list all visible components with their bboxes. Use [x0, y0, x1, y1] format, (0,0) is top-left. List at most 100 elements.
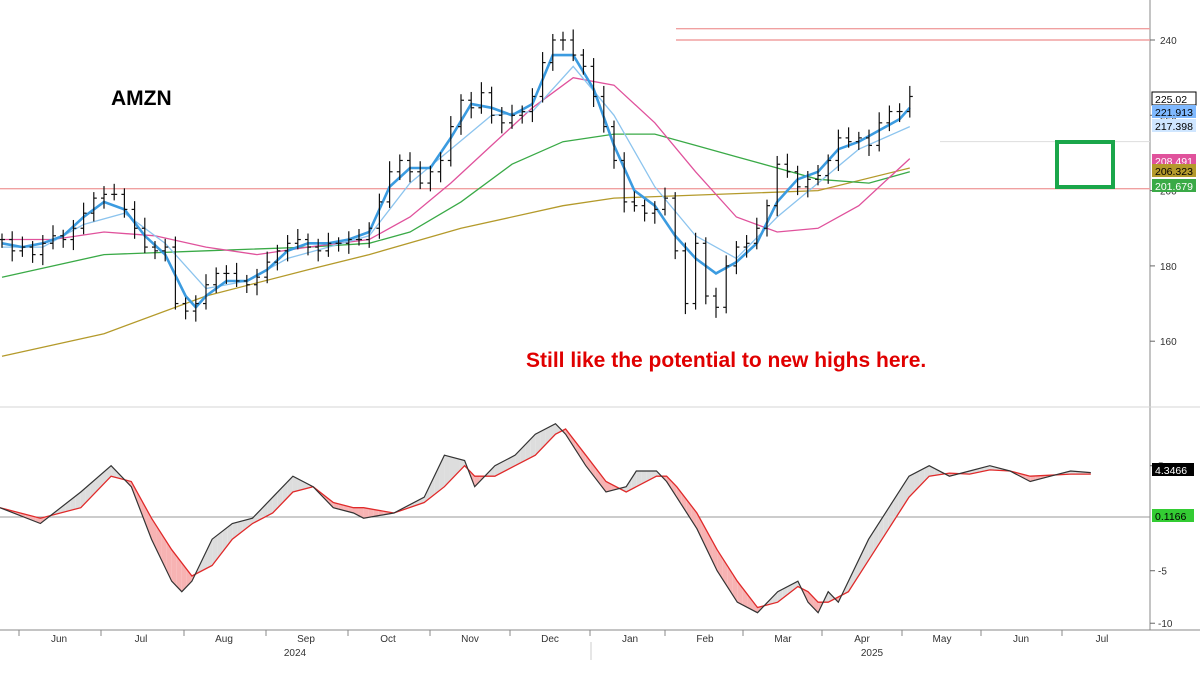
macd-last-value-box	[1152, 463, 1194, 476]
price-bar	[70, 219, 77, 251]
macd-fill-down	[570, 435, 576, 450]
price-bar	[121, 188, 128, 218]
price-bar	[590, 58, 597, 108]
macd-fill-up	[787, 583, 793, 595]
price-bar	[274, 244, 281, 271]
macd-fill-down	[373, 509, 379, 517]
price-bar	[733, 241, 740, 275]
price-bar	[672, 192, 679, 260]
macd-line	[0, 422, 1091, 614]
macd-fill-down	[585, 455, 591, 473]
price-bar	[845, 127, 852, 148]
last-value-text: 221.913	[1155, 107, 1193, 119]
x-tick-label: May	[933, 634, 952, 645]
price-bar	[774, 155, 781, 217]
year-label: 2024	[284, 648, 307, 659]
price-bar	[111, 183, 118, 201]
macd-fill-down	[595, 468, 601, 486]
x-tick-label: Jul	[1096, 634, 1109, 645]
price-bar	[29, 241, 36, 263]
last-value-text: 225.02	[1155, 94, 1187, 106]
price-bar	[427, 165, 434, 192]
price-bar	[886, 105, 893, 132]
price-bar	[152, 241, 158, 260]
macd-fill-up	[934, 468, 940, 476]
last-value-label: 206.323	[1152, 164, 1196, 178]
macd-fill-up	[277, 486, 283, 508]
price-bar	[182, 297, 189, 320]
macd-fill-down	[696, 512, 702, 540]
price-bar	[764, 199, 770, 237]
macd-fill-down	[666, 476, 672, 490]
macd-fill-up	[75, 491, 81, 510]
x-tick-label: Apr	[854, 634, 870, 645]
macd-fill-down	[348, 506, 354, 513]
price-bar	[172, 236, 179, 310]
price-bar	[611, 120, 617, 169]
price-bar	[866, 129, 872, 156]
macd-fill-down	[727, 565, 733, 595]
y-tick-label: 180	[1160, 262, 1177, 273]
macd-fill-up	[65, 499, 71, 512]
macd-fill-down	[368, 508, 374, 518]
macd-fill-up	[525, 439, 531, 461]
macd-fill-down	[474, 476, 480, 487]
macd-fill-up	[535, 431, 541, 456]
price-bar	[876, 112, 883, 152]
y-tick-label: 160	[1160, 337, 1177, 348]
price-bar	[835, 129, 842, 172]
price-bar	[0, 233, 5, 248]
price-bar	[9, 231, 16, 262]
price-bar	[294, 229, 301, 250]
macd-fill-up	[459, 459, 465, 471]
price-bar	[682, 242, 689, 315]
macd-fill-up	[540, 428, 546, 450]
macd-fill-up	[505, 457, 511, 471]
macd-fill-down	[176, 556, 182, 592]
price-bar	[19, 236, 26, 257]
x-tick-label: Nov	[461, 634, 479, 645]
x-tick-label: Jun	[51, 634, 67, 645]
price-bar	[580, 49, 587, 75]
price-bar	[896, 103, 903, 123]
price-bar	[325, 232, 332, 257]
x-tick-label: Sep	[297, 634, 315, 645]
price-bar	[386, 161, 393, 208]
macd-fill-up	[868, 531, 874, 561]
price-bar	[203, 274, 209, 310]
price-bar	[560, 31, 566, 51]
macd-last-value-text: 4.3466	[1155, 465, 1187, 477]
price-bar	[305, 233, 311, 256]
price-bar	[498, 107, 505, 134]
price-bar	[468, 91, 475, 119]
price-bar	[549, 33, 556, 71]
last-value-box	[1152, 164, 1196, 177]
last-value-box	[1152, 119, 1196, 132]
macd-fill-up	[903, 476, 909, 506]
macd-fill-up	[282, 481, 288, 503]
last-value-text: 217.398	[1155, 121, 1193, 133]
price-bar	[855, 131, 862, 150]
macd-fill-down	[151, 518, 157, 550]
macd-fill-down	[722, 557, 728, 587]
price-bar	[356, 229, 362, 246]
macd-fill-down	[328, 498, 334, 508]
price-bar	[815, 164, 821, 186]
x-tick-label: Jan	[622, 634, 638, 645]
price-bar	[376, 193, 383, 239]
macd-fill-up	[863, 539, 869, 569]
macd-fill-up	[914, 470, 920, 492]
price-bar	[478, 82, 485, 114]
price-bar	[396, 154, 403, 181]
macd-fill-up	[893, 491, 899, 521]
macd-fill-up	[929, 465, 935, 477]
macd-fill-up	[80, 487, 86, 508]
macd-fill-up	[222, 527, 228, 553]
macd-fill-up	[287, 476, 293, 498]
price-bar	[233, 262, 240, 287]
macd-fill-down	[166, 541, 172, 582]
macd-fill-down	[575, 442, 581, 458]
last-value-box	[1152, 154, 1196, 167]
price-bar	[417, 161, 424, 190]
price-bar	[39, 235, 46, 266]
